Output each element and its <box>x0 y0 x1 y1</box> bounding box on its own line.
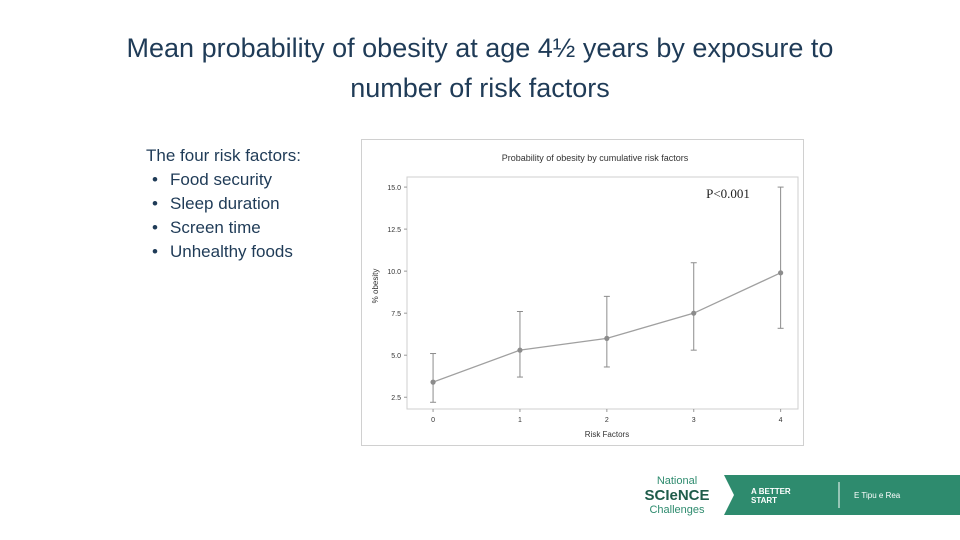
data-point <box>604 335 610 341</box>
bullet-icon: • <box>152 218 158 237</box>
data-point <box>430 379 436 385</box>
x-axis-label: Risk Factors <box>585 430 629 439</box>
x-tick-label: 4 <box>779 417 783 424</box>
logo-tagline-2: START <box>751 496 777 505</box>
data-point <box>691 310 697 316</box>
logo-tagline-1: A BETTER <box>751 487 791 496</box>
y-tick-label: 10.0 <box>387 269 401 276</box>
national-science-challenges-logo: National SCIeNCE Challenges A BETTER STA… <box>644 475 960 516</box>
logo-line-3: Challenges <box>649 504 705 516</box>
plot-area-border <box>406 176 799 410</box>
p-value-annotation: P<0.001 <box>706 186 750 201</box>
chart-marks: 2.5 5.0 7.5 10.0 12.5 15.0 0 1 2 3 4 <box>387 185 784 424</box>
bullet-icon: • <box>152 194 158 213</box>
slide-title-line-2: number of risk factors <box>350 73 610 103</box>
slide-title: Mean probability of obesity at age 4½ ye… <box>60 28 900 108</box>
x-tick-label: 2 <box>605 417 609 424</box>
slide-title-line-1: Mean probability of obesity at age 4½ ye… <box>126 33 834 63</box>
logo-banner <box>724 475 960 515</box>
bullet-icon: • <box>152 242 158 261</box>
logo-line-1: National <box>657 475 697 487</box>
bullet-icon: • <box>152 170 158 189</box>
data-point <box>778 270 784 276</box>
list-item: • Sleep duration <box>146 192 301 216</box>
risk-factor-label: Sleep duration <box>170 194 280 213</box>
chart-panel: Probability of obesity by cumulative ris… <box>361 139 804 446</box>
y-tick-label: 2.5 <box>391 395 401 402</box>
list-item: • Unhealthy foods <box>146 240 301 264</box>
risk-factor-label: Screen time <box>170 218 261 237</box>
logo-line-2: SCIeNCE <box>644 487 709 504</box>
risk-factors-heading: The four risk factors: <box>146 146 301 165</box>
risk-factors-list: The four risk factors: • Food security • S… <box>146 144 301 264</box>
logo-motto: E Tipu e Rea <box>854 491 901 500</box>
y-tick-label: 7.5 <box>391 311 401 318</box>
chart-title: Probability of obesity by cumulative ris… <box>502 153 689 163</box>
risk-factor-label: Unhealthy foods <box>170 242 293 261</box>
risk-factor-label: Food security <box>170 170 273 189</box>
y-tick-label: 5.0 <box>391 353 401 360</box>
list-item: • Food security <box>146 168 301 192</box>
x-tick-label: 1 <box>518 417 522 424</box>
y-axis-label: % obesity <box>371 269 380 304</box>
list-item: • Screen time <box>146 216 301 240</box>
x-tick-label: 0 <box>431 417 435 424</box>
risk-factors-items: • Food security • Sleep duration • Screen t… <box>146 168 301 264</box>
x-tick-label: 3 <box>692 417 696 424</box>
obesity-chart: Probability of obesity by cumulative ris… <box>371 153 799 439</box>
data-point <box>517 347 523 353</box>
y-tick-label: 15.0 <box>387 185 401 192</box>
y-tick-label: 12.5 <box>387 227 401 234</box>
